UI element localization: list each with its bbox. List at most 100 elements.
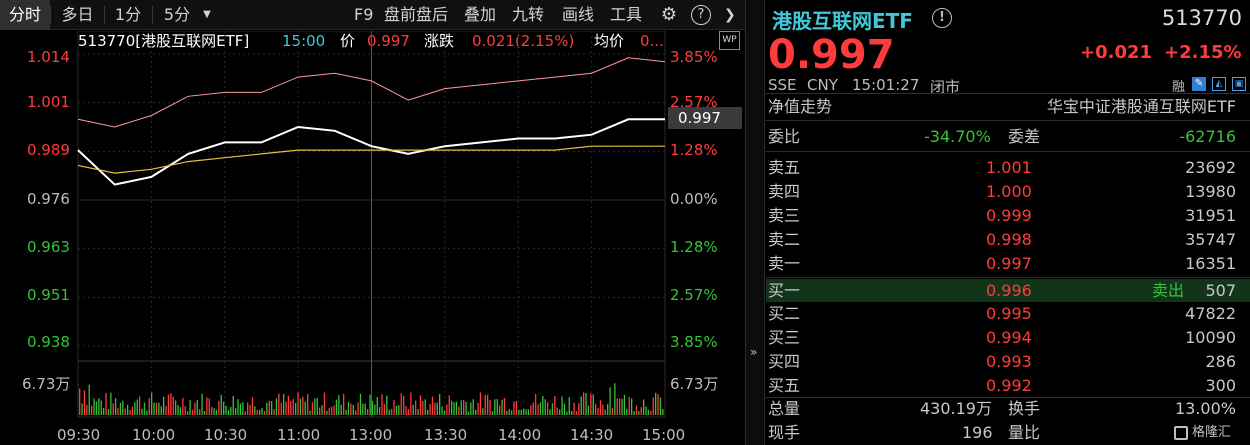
tool-overlay[interactable]: 叠加 (464, 5, 497, 24)
share-icon[interactable]: ▣ (1232, 77, 1246, 91)
volume-bar (475, 409, 477, 415)
volume-bar (283, 393, 285, 415)
volume-bar (91, 405, 93, 415)
volume-bar (544, 399, 546, 415)
price-tick: 0.963 (27, 238, 70, 256)
volume-bar (112, 403, 114, 415)
volume-bar (196, 399, 198, 415)
pct-tick: 3.85% (670, 48, 718, 66)
volume-bar (151, 392, 153, 415)
volume-bar (448, 395, 450, 415)
volume-bar (321, 405, 323, 415)
weicha-value: -62716 (1179, 127, 1236, 146)
volume-bar (175, 400, 177, 415)
volume-bar (614, 383, 616, 415)
tool-tools[interactable]: 工具 (610, 5, 643, 24)
volume-bar (215, 409, 218, 415)
bid-price: 0.993 (986, 352, 1032, 371)
volume-bar (395, 406, 398, 415)
volume-bar (525, 409, 527, 415)
bid-row[interactable]: 买二 0.995 47822 (766, 302, 1250, 325)
volume-bar (635, 405, 638, 415)
edit-icon[interactable]: ✎ (1192, 77, 1206, 91)
volume-bar (566, 411, 568, 415)
volume-bar (470, 402, 472, 415)
volume-bar (362, 403, 364, 415)
tool-f9[interactable]: F9 (354, 5, 374, 24)
bid-row[interactable]: 买四 0.993 286 (766, 350, 1250, 373)
volume-bar (626, 408, 628, 415)
expand-icon[interactable]: » (750, 345, 758, 359)
tool-nine-turn[interactable]: 九转 (512, 5, 545, 24)
volume-bar (165, 406, 167, 415)
time-tick: 09:30 (57, 426, 101, 444)
divider (766, 93, 1250, 94)
volume-bar (587, 405, 590, 415)
volume-bar (383, 403, 386, 415)
volume-bar (256, 409, 258, 415)
bid-row[interactable]: 买五 0.992 300 (766, 374, 1250, 397)
volume-bar (590, 393, 592, 415)
price-tick: 0.989 (27, 141, 70, 159)
tool-draw-line[interactable]: 画线 (562, 5, 595, 24)
volume-bar (259, 409, 261, 415)
volume-bar (285, 401, 287, 415)
tab-1min[interactable]: 1分 (114, 5, 142, 24)
exchange: SSE (768, 76, 797, 94)
bid-volume: 10090 (1185, 328, 1236, 347)
gear-icon[interactable]: ⚙ (660, 4, 678, 25)
triangle-down-icon[interactable]: ▼ (203, 9, 211, 20)
volume-bar (518, 409, 520, 415)
volume-bar (311, 402, 314, 415)
bid-label: 买四 (768, 352, 801, 371)
time-tick: 14:30 (570, 426, 614, 444)
volume-bar (477, 402, 479, 415)
info-icon[interactable]: ! (932, 8, 952, 28)
volume-bar (410, 392, 412, 415)
volume-bar (537, 404, 539, 415)
nav-trend-link[interactable]: 净值走势 (768, 97, 833, 116)
bid-row[interactable]: 买三 0.994 10090 (766, 326, 1250, 349)
volume-bar (167, 394, 170, 415)
volume-bar (578, 402, 580, 415)
divider (104, 6, 105, 24)
volume-bar (141, 408, 143, 415)
tab-multi-day[interactable]: 多日 (61, 5, 94, 24)
tool-premarket[interactable]: 盘前盘后 (384, 5, 449, 24)
volume-bar (345, 409, 347, 415)
volume-bar (638, 411, 640, 415)
pct-tick: 0.00% (670, 190, 718, 208)
bell-icon[interactable]: ◭ (1212, 77, 1226, 91)
volume-bar (511, 410, 513, 415)
volume-bar (597, 408, 599, 415)
chart-info-avg: 0... (640, 32, 664, 50)
ask-row[interactable]: 卖五 1.001 23692 (766, 156, 1250, 179)
panel-splitter[interactable]: » (745, 0, 765, 445)
wp-badge[interactable]: WP (719, 31, 740, 50)
volume-bar (467, 411, 470, 415)
bid-row-highlighted[interactable]: 买一 0.996 卖出 507 (766, 279, 1250, 302)
volume-bar (559, 409, 561, 415)
volume-bar (225, 405, 227, 415)
market-status: 闭市 (930, 78, 961, 96)
volume-bar (331, 406, 333, 415)
volume-bar (290, 400, 292, 415)
ask-row[interactable]: 卖四 1.000 13980 (766, 180, 1250, 203)
ask-row[interactable]: 卖一 0.997 16351 (766, 252, 1250, 275)
question-icon[interactable]: ? (691, 5, 711, 25)
tab-5min[interactable]: 5分 (163, 5, 191, 24)
volume-bar (455, 401, 458, 415)
volume-bar (338, 395, 340, 415)
volume-bar (611, 407, 614, 415)
volume-bar (599, 400, 602, 415)
ask-label: 卖二 (768, 230, 801, 249)
ask-volume: 23692 (1185, 158, 1236, 177)
chevron-right-icon[interactable]: ❯ (724, 7, 736, 23)
volume-bar (307, 394, 309, 415)
chart-change-label: 涨跌 (424, 32, 455, 50)
ask-row[interactable]: 卖三 0.999 31951 (766, 204, 1250, 227)
volume-bar (143, 402, 146, 415)
price-change-pct: +2.15% (1164, 42, 1242, 63)
tab-intraday[interactable]: 分时 (0, 0, 50, 30)
ask-row[interactable]: 卖二 0.998 35747 (766, 228, 1250, 251)
